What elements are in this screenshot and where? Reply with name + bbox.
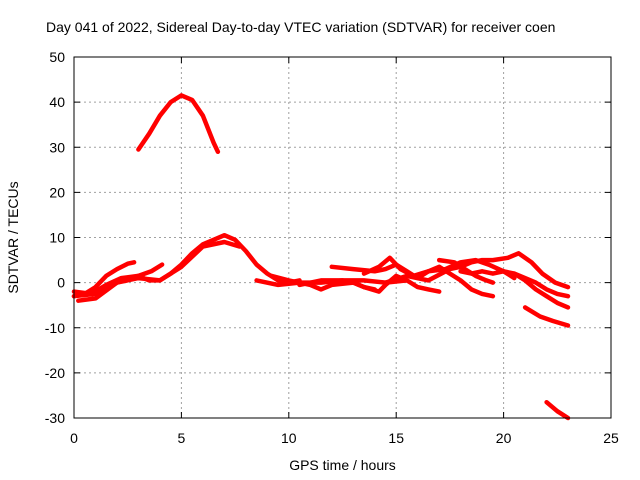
y-tick-label: 20 [49, 184, 65, 200]
series-line-arc-a [136, 93, 221, 155]
x-tick-label: 10 [281, 430, 297, 446]
series-line-arc-j [361, 255, 517, 281]
series-line-arc-h [297, 273, 442, 294]
y-tick-label: 0 [57, 275, 65, 291]
y-tick-label: 50 [49, 49, 65, 65]
horizontal-gridlines [74, 101, 611, 374]
y-tick-label: -30 [45, 410, 65, 426]
data-series [71, 93, 571, 421]
x-tick-label: 25 [603, 430, 619, 446]
x-tick-label: 0 [70, 430, 78, 446]
series-line-arc-e [71, 239, 242, 299]
y-tick-label: 10 [49, 230, 65, 246]
series-line-arc-k [383, 251, 571, 290]
series-line-arc-d [76, 232, 302, 303]
y-axis-ticks: -30 -20 -10 0 10 20 30 40 50 [45, 49, 611, 426]
x-axis-ticks: 0 5 10 15 20 25 [70, 57, 619, 446]
series-line-arc-o [522, 305, 571, 328]
series-line-arc-p [544, 399, 571, 421]
y-axis-label: SDTVAR / TECUs [5, 181, 21, 293]
vertical-gridlines [180, 57, 505, 418]
y-tick-label: -20 [45, 365, 65, 381]
y-tick-label: -10 [45, 320, 65, 336]
x-tick-label: 15 [388, 430, 404, 446]
x-axis-label: GPS time / hours [289, 457, 396, 473]
x-tick-label: 20 [496, 430, 512, 446]
y-tick-label: 40 [49, 94, 65, 110]
chart-title: Day 041 of 2022, Sidereal Day-to-day VTE… [46, 19, 555, 35]
y-tick-label: 30 [49, 139, 65, 155]
series-line-arc-n [512, 271, 571, 310]
x-tick-label: 5 [178, 430, 186, 446]
